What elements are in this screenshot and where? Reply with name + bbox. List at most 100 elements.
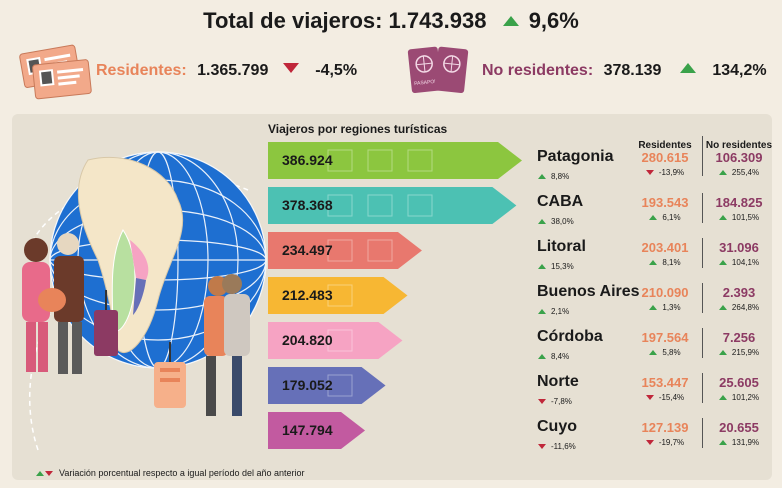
up-arrow-icon	[718, 305, 727, 311]
region-total-change: 38,0%	[538, 217, 574, 226]
up-arrow-icon	[718, 350, 727, 356]
nonresidents-change: 101,2%	[704, 393, 774, 402]
nonresidents-change-value: 131,9%	[731, 438, 760, 447]
footnote: Variación porcentual respecto a igual pe…	[36, 468, 305, 478]
region-name: Córdoba	[537, 328, 603, 345]
bar-litoral	[268, 232, 422, 269]
region-total-change-value: 2,1%	[551, 307, 570, 316]
total-travelers: Total de viajeros: 1.743.938	[203, 8, 487, 33]
region-name: Cuyo	[537, 418, 577, 435]
nonresidents-label: No residentes:	[482, 62, 594, 79]
region-total-change: 8,4%	[538, 352, 569, 361]
region-total-change: 15,3%	[538, 262, 574, 271]
down-arrow-icon	[282, 63, 299, 73]
up-arrow-icon	[649, 350, 658, 356]
region-total-change: -11,6%	[538, 442, 576, 451]
residents-change: 5,8%	[630, 348, 700, 357]
residents-value: 280.615	[641, 150, 689, 165]
bar-value-label: 386.924	[282, 152, 333, 168]
residents-change: -19,7%	[630, 438, 700, 447]
up-arrow-icon	[538, 174, 546, 180]
passports-icon: PASAPORTE	[407, 46, 469, 94]
column-divider	[702, 373, 703, 403]
region-total-change-value: 15,3%	[551, 262, 574, 271]
bar-value-label: 179.052	[282, 377, 333, 393]
bar-value-label: 234.497	[282, 242, 333, 258]
up-arrow-icon	[538, 219, 546, 225]
nonresidents-value: 184.825	[715, 195, 763, 210]
residents-change-value: 1,3%	[662, 303, 681, 312]
travelers-illustration	[22, 233, 250, 416]
bar-pattern	[367, 149, 393, 172]
globe-illustration	[22, 151, 267, 451]
bar-buenos-aires	[268, 277, 408, 314]
nonresidents-value: 2.393	[722, 285, 756, 300]
region-total-change-value: 38,0%	[551, 217, 574, 226]
nonresidents-change-value: 215,9%	[731, 348, 760, 357]
bar-patagonia	[268, 142, 522, 179]
nonresidents-change: 101,5%	[704, 213, 774, 222]
region-name: Buenos Aires	[537, 283, 640, 300]
nonresidents-value: 25.605	[719, 375, 759, 390]
residents-change: 6,1%	[630, 213, 700, 222]
column-divider	[702, 238, 703, 268]
down-arrow-icon	[538, 444, 546, 450]
bar-pattern	[327, 194, 353, 217]
bar-caba	[268, 187, 517, 224]
residents-value: 153.447	[641, 375, 689, 390]
nonresidents-change: 131,9%	[704, 438, 774, 447]
nonresidents-value: 31.096	[719, 240, 759, 255]
up-arrow-icon	[538, 264, 546, 270]
column-divider	[702, 328, 703, 358]
bar-pattern	[327, 284, 353, 307]
bar-pattern	[327, 329, 353, 352]
residents-change-value: 5,8%	[662, 348, 681, 357]
page-title: Total de viajeros: 1.743.938 9,6%	[0, 8, 782, 34]
total-change: 9,6%	[528, 8, 579, 33]
region-total-change: 8,8%	[538, 172, 569, 181]
up-arrow-icon	[718, 215, 727, 221]
nonresidents-value: 7.256	[722, 330, 756, 345]
nonresidents-change: 264,8%	[704, 303, 774, 312]
id-cards-icon	[19, 44, 92, 100]
up-arrow-icon	[538, 354, 546, 360]
residents-label: Residentes:	[96, 62, 187, 79]
nonresidents-change-value: 264,8%	[731, 303, 760, 312]
up-arrow-icon	[649, 305, 658, 311]
region-name: Norte	[537, 373, 579, 390]
region-total-change-value: 8,8%	[551, 172, 570, 181]
footnote-text: Variación porcentual respecto a igual pe…	[59, 468, 305, 478]
bar-pattern	[407, 194, 433, 217]
residents-change-value: -19,7%	[658, 438, 685, 447]
nonresidents-change-value: 101,5%	[731, 213, 760, 222]
up-arrow-icon	[718, 170, 727, 176]
down-arrow-icon	[645, 395, 654, 401]
passport-text: PASAPORTE	[414, 78, 445, 87]
down-arrow-icon	[645, 170, 654, 176]
column-header-nonresidents: No residentes	[705, 140, 773, 151]
up-arrow-icon	[718, 260, 727, 266]
bar-pattern	[407, 149, 433, 172]
up-arrow-icon	[538, 309, 546, 315]
residents-value: 193.543	[641, 195, 689, 210]
residents-change-value: 8,1%	[662, 258, 681, 267]
residents-value: 197.564	[641, 330, 689, 345]
nonresidents-summary: No residentes: 378.139 134,2%	[482, 62, 767, 80]
residents-change: -15,4%	[630, 393, 700, 402]
up-arrow-icon	[718, 395, 727, 401]
up-arrow-icon	[502, 16, 519, 26]
up-arrow-icon	[649, 215, 658, 221]
nonresidents-change-value: 101,2%	[731, 393, 760, 402]
up-arrow-icon	[718, 440, 727, 446]
column-divider	[702, 193, 703, 223]
nonresidents-change: 134,2%	[712, 62, 767, 79]
residents-change: -4,5%	[315, 62, 358, 79]
region-total-change-value: 8,4%	[551, 352, 570, 361]
bar-norte	[268, 367, 386, 404]
down-arrow-icon	[645, 440, 654, 446]
bar-córdoba	[268, 322, 403, 359]
residents-value: 127.139	[641, 420, 689, 435]
residents-change-value: -13,9%	[658, 168, 685, 177]
down-arrow-icon	[538, 399, 546, 405]
region-total-change-value: -7,8%	[551, 397, 572, 406]
